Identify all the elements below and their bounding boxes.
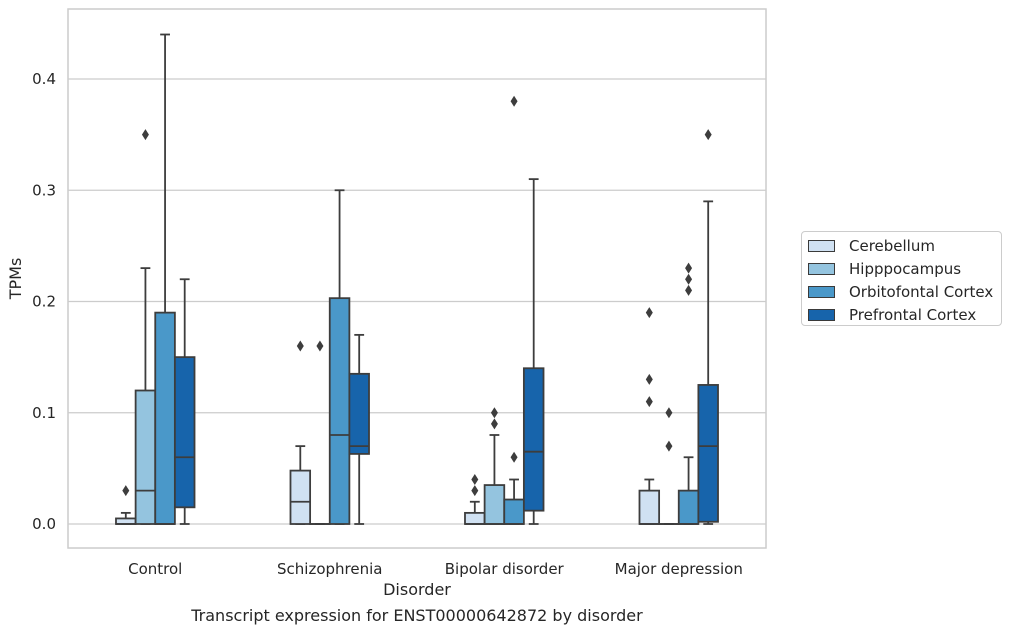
- x-tick-label: Bipolar disorder: [445, 560, 565, 578]
- legend-swatch: [808, 285, 835, 298]
- box-hipppocampus-2: [483, 407, 506, 525]
- outlier-point: [685, 284, 693, 296]
- box-cerebellum-3: [638, 307, 661, 525]
- legend-swatch: [808, 240, 835, 253]
- outlier-point: [490, 407, 498, 419]
- outlier-point: [704, 129, 712, 141]
- box-prefrontal-cortex-1: [348, 333, 370, 525]
- legend-label: Prefrontal Cortex: [849, 305, 977, 324]
- legend-swatch: [808, 308, 835, 321]
- box-body: [328, 297, 351, 525]
- outlier-point: [645, 396, 653, 408]
- chart-caption: Transcript expression for ENST0000064287…: [191, 606, 643, 625]
- box-orbitofontal-cortex-0: [154, 33, 176, 525]
- x-tick-label: Schizophrenia: [277, 560, 382, 578]
- outlier-point: [490, 418, 498, 430]
- legend-swatch: [808, 263, 835, 276]
- x-tick-label: Major depression: [615, 560, 743, 578]
- legend-item: Orbitofontal Cortex: [808, 281, 1001, 304]
- box-plots: [115, 33, 719, 525]
- x-tick-labels: Control Schizophrenia Bipolar disorder Majo…: [128, 560, 743, 578]
- box-cerebellum-1: [289, 340, 312, 525]
- legend-item: Prefrontal Cortex: [808, 303, 1001, 326]
- box-body: [483, 484, 506, 525]
- outlier-point: [510, 95, 518, 107]
- outlier-point: [471, 485, 479, 497]
- outlier-point: [685, 262, 693, 274]
- y-tick-label: 0.0: [32, 515, 56, 533]
- box-body: [522, 367, 545, 512]
- box-body: [173, 356, 196, 509]
- outlier-point: [316, 340, 324, 352]
- box-body: [348, 372, 370, 455]
- box-cerebellum-0: [115, 485, 137, 525]
- legend-label: Orbitofontal Cortex: [849, 282, 994, 301]
- box-body: [289, 469, 312, 525]
- box-body: [154, 311, 176, 525]
- y-tick-label: 0.2: [32, 293, 56, 311]
- outlier-point: [141, 129, 149, 141]
- legend: Cerebellum Hipppocampus Orbitofontal Corte…: [801, 231, 1002, 326]
- outlier-point: [471, 474, 479, 485]
- legend-label: Cerebellum: [849, 237, 935, 256]
- y-tick-label: 0.4: [32, 70, 56, 88]
- outlier-point: [665, 440, 673, 452]
- y-tick-labels: 0.0 0.1 0.2 0.3 0.4: [32, 70, 56, 533]
- box-hipppocampus-3: [658, 407, 680, 525]
- box-body: [464, 511, 486, 525]
- box-body: [697, 384, 719, 523]
- box-body: [638, 489, 661, 525]
- outlier-point: [665, 407, 673, 419]
- outlier-point: [685, 273, 693, 285]
- legend-item: Cerebellum: [808, 235, 1001, 258]
- box-cerebellum-2: [464, 474, 486, 525]
- outlier-point: [510, 451, 518, 463]
- x-axis-label: Disorder: [383, 580, 451, 599]
- box-prefrontal-cortex-2: [522, 178, 545, 525]
- box-prefrontal-cortex-3: [697, 129, 719, 525]
- y-tick-label: 0.3: [32, 181, 56, 199]
- box-body: [134, 389, 157, 525]
- box-prefrontal-cortex-0: [173, 278, 196, 525]
- y-tick-label: 0.1: [32, 404, 56, 422]
- box-orbitofontal-cortex-2: [503, 95, 525, 525]
- box-body: [503, 498, 525, 525]
- outlier-point: [645, 307, 653, 319]
- outlier-point: [122, 485, 130, 497]
- legend-label: Hipppocampus: [849, 260, 962, 279]
- x-tick-label: Control: [128, 560, 182, 578]
- outlier-point: [296, 340, 304, 352]
- legend-item: Hipppocampus: [808, 258, 1001, 281]
- box-body: [677, 489, 700, 525]
- box-hipppocampus-0: [134, 129, 157, 525]
- outlier-point: [645, 373, 653, 385]
- box-orbitofontal-cortex-1: [328, 189, 351, 525]
- box-hipppocampus-1: [309, 340, 331, 525]
- y-axis-label: TPMs: [6, 258, 25, 301]
- plot-frame: [67, 8, 767, 549]
